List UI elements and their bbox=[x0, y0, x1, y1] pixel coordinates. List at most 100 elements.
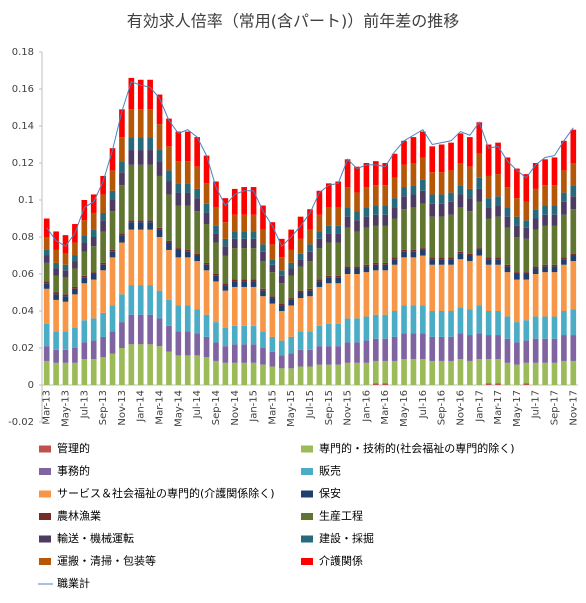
bar-segment bbox=[420, 305, 426, 334]
bar-segment bbox=[476, 153, 483, 178]
bar-segment bbox=[175, 249, 182, 258]
bar-segment bbox=[561, 360, 567, 385]
bar-segment bbox=[532, 316, 539, 339]
bar-segment bbox=[203, 212, 210, 225]
bar-segment bbox=[429, 257, 436, 260]
bar-segment bbox=[457, 133, 464, 163]
bar-segment bbox=[335, 277, 342, 284]
bar-segment bbox=[485, 311, 492, 336]
bar-segment bbox=[109, 249, 116, 252]
bar-segment bbox=[316, 248, 323, 280]
bar-segment bbox=[551, 205, 558, 215]
bar-segment bbox=[260, 251, 266, 262]
bar-segment bbox=[128, 314, 135, 345]
bar-segment bbox=[495, 174, 501, 197]
bar-segment bbox=[363, 216, 370, 228]
bar-segment bbox=[166, 181, 172, 195]
bar-segment bbox=[53, 331, 59, 350]
bar-segment bbox=[241, 238, 247, 249]
bar-segment bbox=[62, 349, 69, 363]
bar-segment bbox=[156, 229, 163, 237]
bar-segment bbox=[467, 211, 473, 254]
legend-swatch bbox=[301, 490, 313, 498]
bar-segment bbox=[485, 175, 492, 199]
bar-segment bbox=[43, 323, 50, 347]
bar-segment bbox=[100, 264, 106, 271]
bar-segment bbox=[194, 255, 200, 262]
bar-segment bbox=[166, 118, 172, 147]
bar-segment bbox=[307, 288, 313, 291]
bar-segment bbox=[420, 249, 426, 256]
bar-segment bbox=[137, 137, 144, 151]
bar-segment bbox=[354, 166, 360, 193]
bar-segment bbox=[72, 242, 78, 256]
bar-segment bbox=[147, 285, 153, 315]
bar-segment bbox=[109, 211, 116, 250]
bar-segment bbox=[514, 168, 520, 199]
bar-segment bbox=[325, 183, 332, 208]
bar-segment bbox=[382, 264, 389, 271]
bar-segment bbox=[532, 163, 539, 189]
y-tick-label: 0.06 bbox=[12, 269, 34, 280]
bar-segment bbox=[307, 229, 313, 245]
bar-segment bbox=[241, 286, 247, 326]
bar-segment bbox=[391, 218, 398, 258]
bar-segment bbox=[119, 109, 125, 138]
x-tick-label: Jan-15 bbox=[249, 390, 260, 423]
bar-segment bbox=[570, 261, 577, 310]
bar-segment bbox=[194, 355, 200, 385]
legend-label: 農林漁業 bbox=[57, 509, 101, 523]
bar-segment bbox=[260, 290, 266, 297]
legend: 管理的 専門的・技術的(社会福祉の専門的除く) 事務的 販売サービス＆社会福祉の専門的… bbox=[38, 441, 515, 590]
bar-segment bbox=[335, 323, 342, 347]
bar-segment bbox=[373, 338, 379, 361]
bar-segment bbox=[382, 383, 389, 385]
bar-segment bbox=[401, 251, 407, 258]
bar-segment bbox=[542, 266, 548, 273]
bar-segment bbox=[278, 305, 285, 311]
bar-segment bbox=[382, 163, 389, 186]
bar-segment bbox=[203, 264, 210, 271]
bar-segment bbox=[72, 327, 78, 348]
bar-segment bbox=[72, 294, 78, 328]
bar-segment bbox=[137, 285, 144, 315]
bar-segment bbox=[100, 220, 106, 232]
bar-segment bbox=[373, 185, 379, 206]
bar-segment bbox=[43, 281, 50, 284]
legend-label: 職業計 bbox=[57, 576, 90, 590]
bar-segment bbox=[43, 237, 50, 250]
bar-segment bbox=[335, 207, 342, 226]
bar-segment bbox=[373, 360, 379, 384]
bar-segment bbox=[382, 360, 389, 384]
bar-segment bbox=[495, 205, 501, 217]
bar-segment bbox=[542, 205, 548, 215]
bar-segment bbox=[156, 237, 163, 291]
bar-segment bbox=[156, 161, 163, 176]
bar-segment bbox=[523, 279, 530, 321]
bar-segment bbox=[514, 216, 520, 226]
bar-segment bbox=[72, 362, 78, 385]
bar-segment bbox=[410, 249, 417, 252]
bar-segment bbox=[457, 253, 464, 260]
bar-segment bbox=[250, 286, 257, 326]
bar-segment bbox=[570, 185, 577, 197]
bar-segment bbox=[241, 362, 247, 385]
bar-segment bbox=[119, 161, 125, 173]
bar-segment bbox=[363, 264, 370, 267]
bar-segment bbox=[570, 196, 577, 210]
bar-segment bbox=[203, 270, 210, 315]
bar-segment bbox=[166, 325, 172, 352]
bar-segment bbox=[410, 359, 417, 385]
legend-label: 生産工程 bbox=[319, 509, 363, 523]
bar-segment bbox=[269, 272, 276, 297]
legend-swatch bbox=[301, 445, 313, 453]
bar-segment bbox=[90, 274, 97, 280]
bar-segment bbox=[175, 257, 182, 306]
legend-swatch bbox=[39, 445, 51, 453]
bar-segment bbox=[241, 344, 247, 363]
x-tick-label: Jul-13 bbox=[79, 390, 90, 419]
bar-segment bbox=[278, 283, 285, 304]
bar-segment bbox=[485, 335, 492, 360]
bar-segment bbox=[354, 362, 360, 385]
bar-segment bbox=[476, 333, 483, 360]
